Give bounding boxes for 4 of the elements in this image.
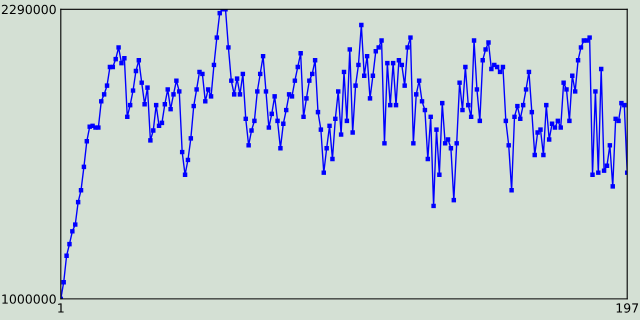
x-tick-label: 1 <box>58 303 64 313</box>
y-tick-label: 2290000 <box>2 4 56 14</box>
x-tick-label: 197 <box>616 303 638 313</box>
y-tick-label: 1000000 <box>2 294 56 304</box>
